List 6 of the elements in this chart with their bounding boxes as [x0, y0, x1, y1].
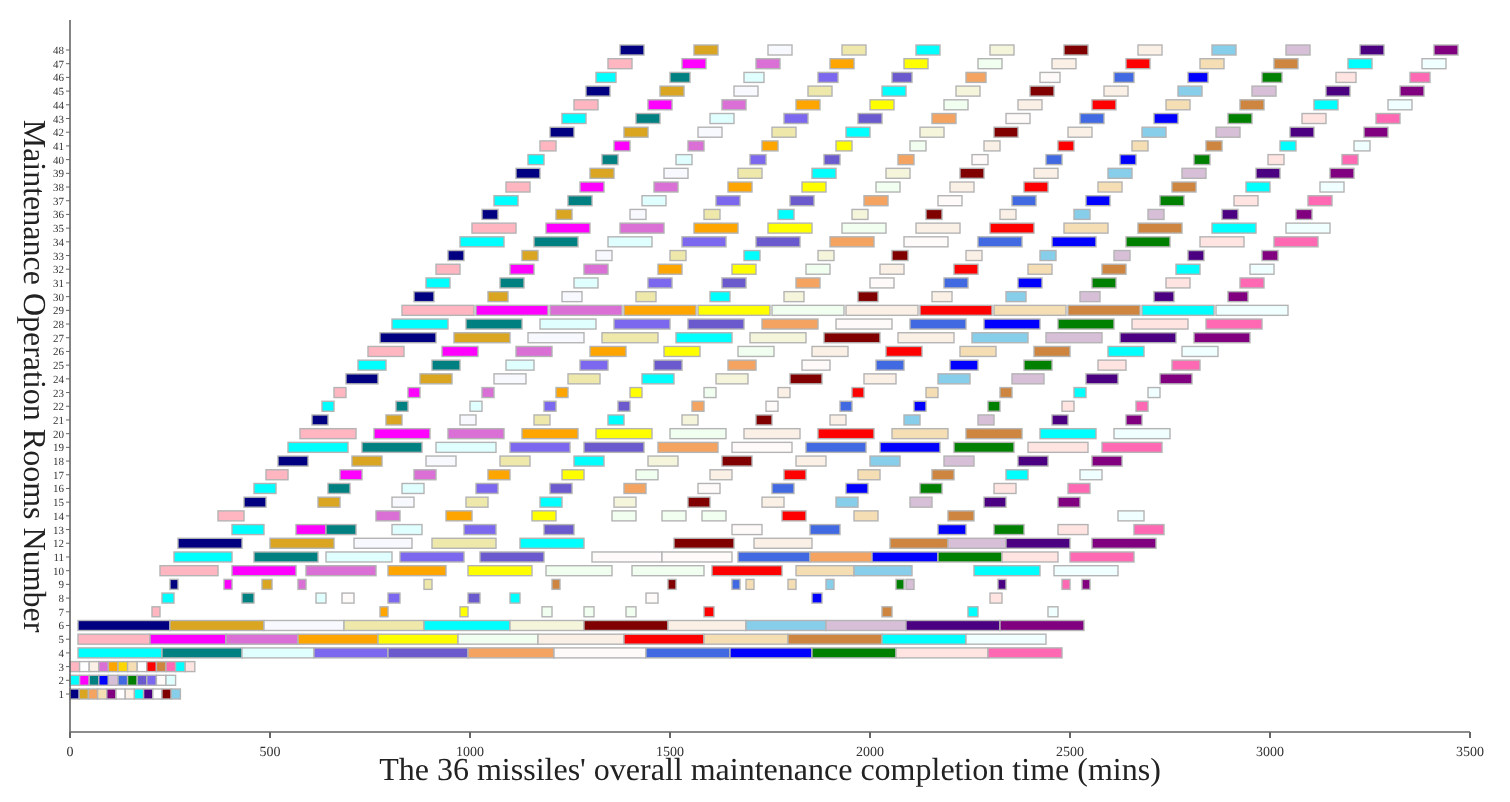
- bar: [315, 592, 327, 604]
- x-axis-title: The 36 missiles' overall maintenance completion time (mins): [379, 754, 1161, 788]
- y-axis-title: Maintenance Operation Rooms Number: [16, 119, 50, 634]
- bar: [811, 592, 823, 604]
- bar: [241, 592, 255, 604]
- bar: [661, 510, 687, 522]
